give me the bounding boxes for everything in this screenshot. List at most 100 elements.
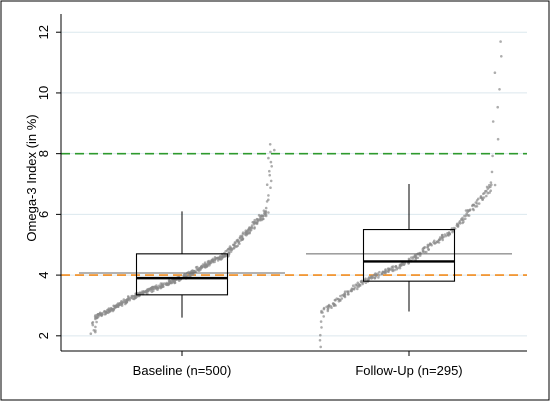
data-point	[378, 270, 381, 274]
data-point	[95, 320, 98, 324]
data-point	[262, 209, 266, 212]
data-point	[488, 183, 491, 187]
data-point	[195, 265, 199, 269]
data-point	[130, 294, 133, 298]
data-point	[238, 236, 242, 240]
data-point	[267, 198, 270, 202]
data-point	[220, 255, 224, 258]
box-baseline	[79, 211, 285, 318]
data-point	[267, 156, 270, 160]
data-point	[250, 224, 254, 227]
data-point	[213, 260, 216, 264]
data-point	[152, 289, 155, 293]
data-point	[144, 289, 147, 293]
data-point	[109, 306, 113, 310]
data-point	[384, 268, 387, 271]
data-point	[267, 194, 270, 197]
box-follow-up	[306, 184, 512, 312]
reference-lines	[61, 152, 527, 276]
data-point	[333, 298, 337, 302]
data-point	[490, 170, 494, 174]
data-point	[155, 284, 158, 287]
data-point	[269, 186, 272, 189]
data-point	[468, 209, 472, 212]
data-point	[399, 264, 403, 267]
data-point	[98, 311, 102, 315]
data-point	[500, 55, 503, 58]
data-point	[269, 160, 273, 164]
data-point	[489, 181, 493, 184]
data-point	[319, 333, 322, 337]
data-point	[264, 206, 268, 210]
data-point	[188, 274, 192, 278]
data-point	[493, 71, 497, 74]
data-point	[236, 244, 239, 247]
data-point	[241, 237, 245, 241]
data-point	[318, 339, 322, 342]
data-point	[169, 281, 172, 284]
data-point	[421, 250, 425, 253]
data-point	[394, 265, 398, 269]
data-point	[103, 309, 107, 313]
data-point	[267, 211, 270, 214]
data-point	[339, 294, 342, 298]
data-point	[264, 210, 268, 213]
data-point	[496, 137, 500, 141]
data-point	[444, 234, 448, 238]
data-point	[340, 297, 344, 300]
data-point	[194, 270, 198, 274]
data-point	[224, 254, 227, 258]
y-tick-label: 2	[36, 332, 51, 339]
data-point	[269, 150, 272, 154]
data-point	[427, 244, 431, 247]
data-point	[447, 231, 451, 235]
data-point	[120, 301, 124, 305]
data-point	[270, 165, 274, 168]
data-point	[337, 298, 341, 301]
box-layer	[79, 184, 512, 318]
data-point	[229, 247, 233, 251]
data-point	[472, 203, 476, 207]
data-point	[407, 257, 411, 261]
data-point	[261, 217, 265, 220]
data-point	[391, 267, 394, 270]
data-point	[393, 268, 396, 272]
data-point	[391, 265, 395, 268]
data-point	[240, 235, 244, 238]
data-point	[268, 173, 272, 177]
data-point	[100, 312, 104, 315]
data-point	[376, 272, 379, 276]
y-tick-label: 10	[36, 86, 51, 100]
data-point	[200, 265, 203, 268]
data-point	[380, 272, 384, 276]
iqr-box	[362, 229, 456, 282]
data-point	[347, 290, 350, 293]
data-point	[438, 238, 441, 241]
data-point	[499, 40, 502, 43]
data-point	[162, 282, 166, 285]
data-point	[256, 218, 259, 221]
data-point	[426, 246, 429, 249]
data-point	[126, 295, 130, 298]
data-point	[490, 183, 493, 187]
data-point	[452, 226, 456, 230]
data-point	[235, 239, 239, 242]
data-point	[167, 279, 171, 282]
data-point	[343, 290, 347, 294]
data-point	[248, 226, 252, 230]
x-tick-label: Baseline (n=500)	[133, 363, 232, 378]
data-point	[498, 88, 501, 91]
data-point	[351, 284, 355, 288]
data-point	[132, 295, 136, 298]
y-tick-label: 8	[36, 150, 51, 157]
data-point	[489, 189, 493, 192]
data-point	[268, 169, 271, 173]
data-point	[246, 229, 249, 232]
data-point	[319, 345, 323, 349]
data-point	[466, 209, 470, 212]
data-point	[320, 309, 323, 313]
y-tick-label: 4	[36, 271, 51, 278]
data-point	[253, 226, 256, 229]
data-point	[319, 320, 323, 323]
